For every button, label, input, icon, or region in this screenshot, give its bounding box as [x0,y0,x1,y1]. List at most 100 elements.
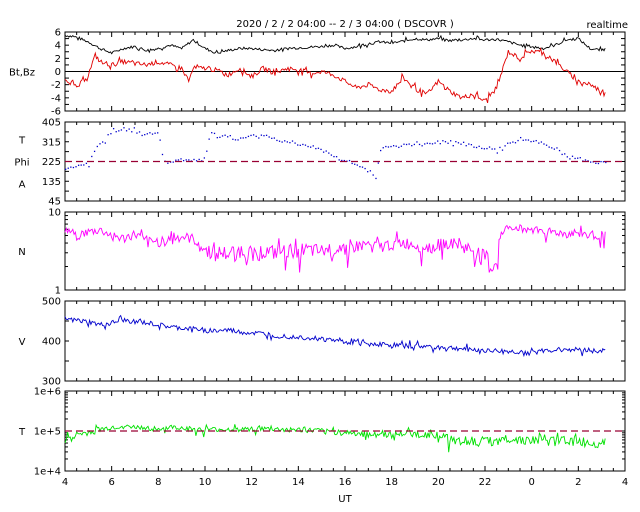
data-point [237,139,239,141]
data-point [102,141,104,143]
data-point [455,141,457,143]
y-tick-label: 10 [48,208,61,219]
data-point [481,147,483,150]
panel-ylabel: Phi [14,158,29,169]
panel-ylabel: A [19,180,26,191]
data-point [83,164,85,166]
data-point [525,139,527,141]
data-point [527,139,530,141]
data-point [595,162,597,164]
data-point [600,160,602,163]
y-tick-label: 300 [42,377,61,388]
data-point [242,137,244,139]
series-speed-1 [64,314,606,358]
data-point [123,127,125,129]
data-point [180,158,182,160]
data-point [470,144,473,146]
series-density-1 [64,224,606,273]
data-point [188,159,190,161]
panel-phi: 405 315 225 135 45 T Phi A [14,118,626,208]
y-tick-label: -6 [51,107,61,118]
x-tick-label: 22 [479,477,492,488]
data-point [452,145,454,147]
data-point [271,137,273,140]
data-point [328,152,330,154]
x-tick-label: 16 [339,477,352,488]
data-point [247,135,250,138]
data-point [159,139,161,141]
data-point [579,157,581,159]
data-point [426,142,428,144]
y-tick-label: 315 [42,137,61,148]
data-point [411,145,413,147]
data-point [182,159,185,162]
data-point [322,151,325,153]
data-point [517,139,519,142]
data-point [522,139,524,141]
data-point [255,135,257,138]
data-point [416,141,418,143]
data-point [369,170,372,172]
data-point [390,145,392,148]
data-point [431,143,434,145]
data-point [483,148,486,150]
data-point [77,164,80,166]
realtime-label: realtime [586,20,628,31]
data-point [219,136,221,138]
data-point [185,159,187,161]
panel-ylabel: V [19,337,26,348]
data-point [198,158,200,161]
data-point [605,161,607,164]
data-point [335,156,338,158]
data-point [291,140,294,142]
y-tick-label: 135 [42,177,61,188]
data-point [245,136,247,139]
data-point [486,147,488,150]
data-point [161,153,164,156]
data-point [561,153,563,156]
data-point [574,157,576,160]
data-point [172,161,174,163]
y-tick-label: 4 [55,41,61,52]
chart-title: 2020 / 2 / 2 04:00 -- 2 / 3 04:00 ( DSCO… [236,19,454,30]
data-point [80,164,82,166]
data-point [294,142,296,144]
data-point [543,143,545,145]
data-point [315,147,317,150]
x-tick-label: 20 [432,477,445,488]
data-point [548,146,550,148]
data-point [364,167,366,170]
data-point [175,159,177,161]
series-bt-bz-2 [64,47,606,104]
panel-frame [64,211,626,291]
data-point [532,140,535,142]
data-point [351,162,353,165]
data-point [375,177,377,180]
panels: 6420-2-4-6Bt,Bz40531522513545TPhiA101N50… [9,28,628,489]
data-point [447,142,449,144]
data-point [571,155,574,157]
data-point [434,142,436,144]
data-point [232,138,234,140]
data-point [348,159,351,162]
data-point [221,135,224,137]
data-point [343,159,346,162]
data-point [444,141,447,143]
data-point [509,142,511,144]
data-point [382,147,384,149]
data-point [566,156,568,158]
data-point [504,145,506,147]
data-point [260,134,263,136]
data-point [564,153,566,155]
panel-ylabel: T [18,427,26,438]
data-point [501,149,504,151]
data-point [380,149,382,152]
x-tick-label: 4 [622,477,628,488]
x-tick-label: 14 [292,477,305,488]
data-point [268,136,270,138]
data-point [338,159,340,161]
data-point [333,155,335,158]
data-point [450,140,452,142]
x-tick-label: 4 [62,477,68,488]
data-point [556,147,558,149]
